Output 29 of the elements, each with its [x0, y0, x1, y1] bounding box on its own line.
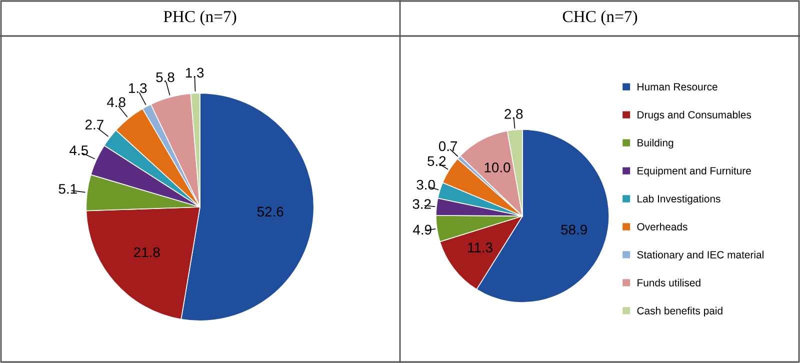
data-label: 1.3: [129, 83, 147, 94]
data-label: 2.7: [85, 120, 104, 130]
legend-label: Stationary and IEC material: [637, 250, 764, 261]
legend-label: Building: [638, 138, 674, 149]
data-label: 5.1: [58, 184, 77, 194]
data-label: 10.0: [484, 162, 510, 172]
legend-label: Drugs and Consumables: [638, 110, 752, 121]
data-label: 52.6: [257, 206, 284, 217]
data-label: 4.8: [106, 97, 126, 108]
legend-label: Cash benefits paid: [637, 306, 722, 317]
data-label: 5.2: [428, 156, 446, 166]
data-label: 4.5: [70, 146, 88, 156]
data-label: 58.9: [561, 224, 587, 235]
data-label: 2.8: [504, 109, 523, 119]
legend-label: Equipment and Furniture: [638, 166, 751, 177]
data-label: 11.3: [468, 242, 492, 252]
data-label: 3.2: [412, 199, 431, 209]
legend-label: Human Resource: [638, 83, 718, 90]
data-label: 3.0: [416, 180, 435, 190]
legend-label: Funds utilised: [638, 278, 700, 286]
data-label: 21.8: [134, 247, 160, 258]
data-label: 1.3: [186, 68, 204, 78]
chart-title: PHC (n=7): [164, 10, 236, 26]
legend-label: Overheads: [637, 222, 688, 230]
legend-label: Lab Investigations: [638, 194, 720, 205]
data-label: 5.8: [156, 72, 174, 82]
chart-title: CHC (n=7): [562, 10, 638, 26]
data-label: 0.7: [438, 141, 457, 152]
data-label: 4.9: [413, 224, 432, 235]
